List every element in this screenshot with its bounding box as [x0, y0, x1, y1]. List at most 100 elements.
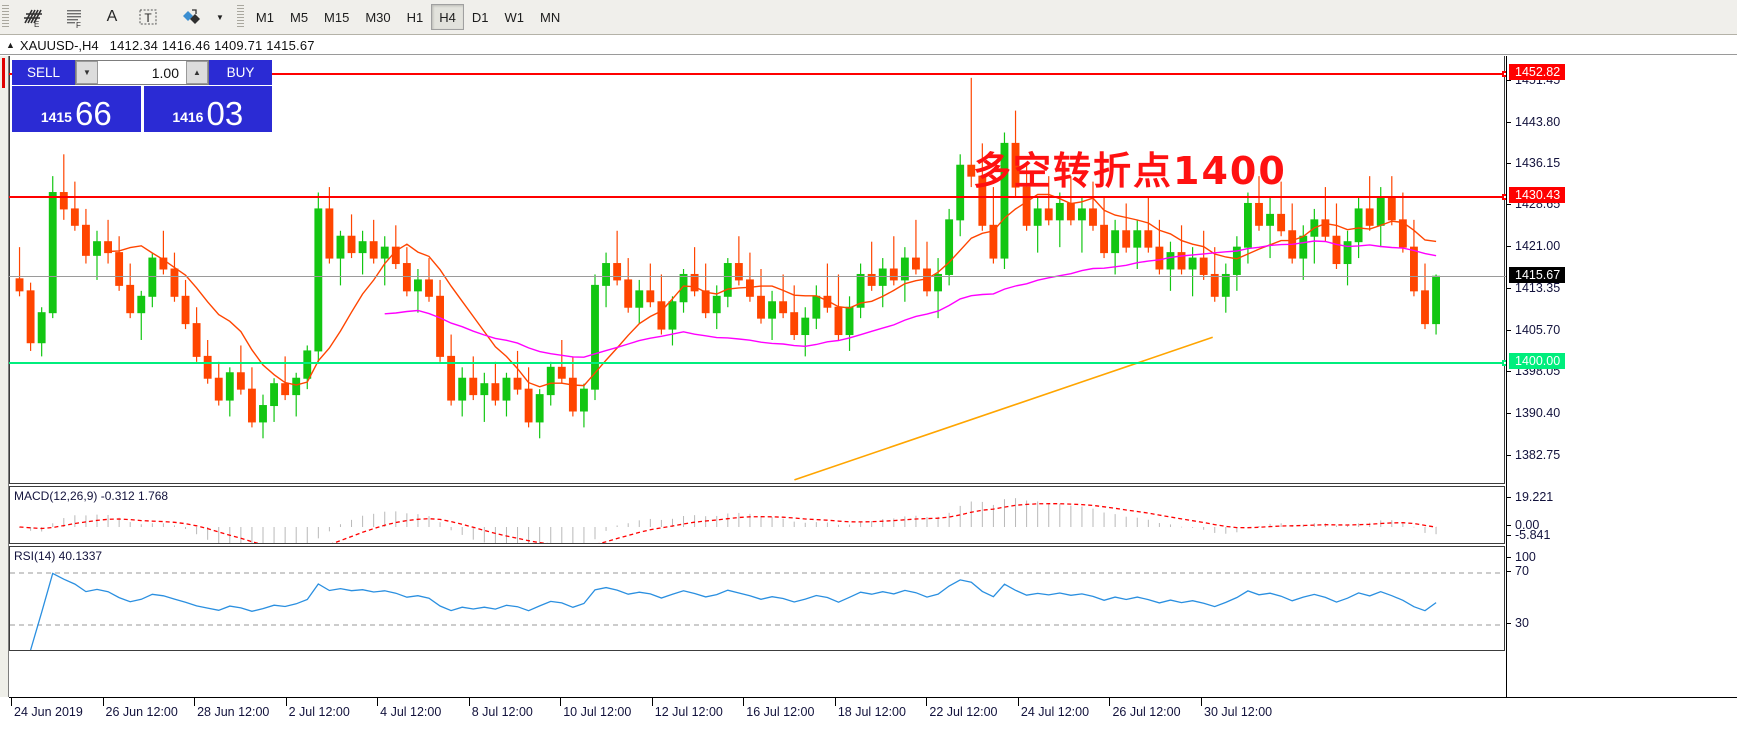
time-axis[interactable]: 24 Jun 2019 26 Jun 12:00 28 Jun 12:00 2 Jul…: [9, 697, 1737, 753]
svg-text:E: E: [34, 20, 39, 29]
price-tick: 1436.15: [1507, 156, 1560, 170]
time-axis-separator: [468, 698, 470, 706]
time-axis-label: 10 Jul 12:00: [563, 705, 632, 719]
time-axis-separator: [560, 698, 562, 706]
timeframe-m1[interactable]: M1: [255, 9, 274, 25]
symbol-info-bar: ▲ XAUUSD-,H4 1412.34 1416.46 1409.71 141…: [0, 36, 1737, 55]
chart-left-rail: [0, 56, 9, 697]
price-chart-svg: [15, 77, 1440, 481]
price-tick: 1413.35: [1507, 281, 1560, 295]
macd-chart-svg: [19, 498, 1437, 543]
rsi-caption: RSI(14) 40.1337: [14, 549, 103, 563]
timeframe-m30[interactable]: M30: [365, 9, 391, 25]
ma-magenta-line: [384, 240, 1437, 358]
rsi-tick: 70: [1507, 564, 1529, 578]
timeframe-mn[interactable]: MN: [540, 9, 561, 25]
ma-orange-line: [794, 336, 1213, 481]
price-tick: 1421.00: [1507, 239, 1560, 253]
buy-price-decimal: 03: [206, 95, 244, 132]
time-axis-label: 4 Jul 12:00: [380, 705, 442, 719]
time-axis-separator: [11, 698, 12, 706]
timeframe-m5[interactable]: M5: [289, 9, 309, 25]
macd-tick: 0.00: [1507, 518, 1539, 532]
time-axis-separator: [102, 698, 104, 706]
macd-tick: 19.221: [1507, 490, 1553, 504]
main-toolbar: E F A T ▼ M1 M5 M15 M30: [0, 0, 1737, 35]
time-axis-label: 26 Jul 12:00: [1112, 705, 1181, 719]
macd-pane[interactable]: MACD(12,26,9) -0.312 1.768: [9, 486, 1505, 544]
chart-annotation-text[interactable]: 多空转折点1400: [973, 149, 1287, 193]
time-axis-separator: [1017, 698, 1019, 706]
trade-controls-row: SELL ▼ 1.00 ▲ BUY: [12, 60, 272, 85]
price-tag-resistance-low: 1430.43: [1509, 186, 1566, 203]
timeframe-h4[interactable]: H4: [431, 4, 464, 30]
time-axis-label: 16 Jul 12:00: [746, 705, 815, 719]
ma-red-line: [108, 193, 1437, 388]
price-tick: 1443.80: [1507, 115, 1560, 129]
time-axis-separator: [377, 698, 379, 706]
sell-button[interactable]: SELL: [12, 60, 75, 85]
text-box-t-icon[interactable]: T: [127, 4, 169, 30]
volume-increase-icon[interactable]: ▲: [186, 61, 208, 84]
timeframe-w1[interactable]: W1: [504, 9, 525, 25]
timeframe-h1[interactable]: H1: [406, 9, 424, 25]
timeframe-m15[interactable]: M15: [324, 9, 350, 25]
svg-text:T: T: [144, 11, 152, 25]
price-tag-current: 1415.67: [1509, 267, 1566, 284]
collapse-triangle-icon[interactable]: ▲: [6, 40, 15, 50]
timeframe-d1[interactable]: D1: [471, 9, 489, 25]
time-axis-label: 2 Jul 12:00: [288, 705, 350, 719]
rsi-tick: 30: [1507, 616, 1529, 630]
sell-price-decimal: 66: [74, 95, 112, 132]
time-axis-label: 28 Jun 12:00: [197, 705, 270, 719]
time-axis-separator: [1201, 698, 1202, 706]
price-tick: 1390.40: [1507, 406, 1560, 420]
price-axis[interactable]: 1451.45 1443.80 1436.15 1428.65 1421.00 …: [1506, 56, 1737, 697]
text-label-a-icon[interactable]: A: [106, 8, 118, 25]
chart-window: MACD(12,26,9) -0.312 1.768 RSI(14) 40.13…: [0, 56, 1737, 753]
time-axis-separator: [926, 698, 928, 706]
time-axis-separator: [743, 698, 745, 706]
time-axis-label: 8 Jul 12:00: [471, 705, 533, 719]
symbol-name: XAUUSD-,H4: [19, 37, 99, 53]
volume-decrease-icon[interactable]: ▼: [76, 61, 98, 84]
buy-price-integer: 1416: [172, 109, 204, 125]
macd-tick: -5.841: [1507, 528, 1550, 542]
grid-template-f-icon[interactable]: F: [55, 4, 97, 30]
buy-price-box[interactable]: 1416 03: [143, 86, 272, 132]
toolbar-grip[interactable]: [2, 5, 9, 29]
timeframe-toolbar-grip[interactable]: [236, 5, 244, 29]
time-axis-separator: [285, 698, 287, 706]
time-axis-separator: [651, 698, 653, 706]
price-tag-support: 1400.00: [1509, 352, 1566, 369]
one-click-trading-panel: SELL ▼ 1.00 ▲ BUY 1415 66 1416 03: [12, 60, 272, 132]
buy-button[interactable]: BUY: [209, 60, 272, 85]
trade-prices-row: 1415 66 1416 03: [12, 86, 272, 132]
symbol-ohlc: 1412.34 1416.46 1409.71 1415.67: [109, 37, 315, 53]
time-axis-separator: [1109, 698, 1111, 706]
rsi-chart-svg: [10, 572, 1504, 650]
macd-histogram: [19, 498, 1437, 543]
time-axis-label: 22 Jul 12:00: [929, 705, 998, 719]
objects-shapes-icon[interactable]: [169, 4, 211, 30]
volume-value[interactable]: 1.00: [151, 64, 179, 81]
svg-text:F: F: [76, 21, 81, 29]
time-axis-separator: [834, 698, 836, 706]
time-axis-label: 12 Jul 12:00: [654, 705, 723, 719]
price-tick: 1382.75: [1507, 448, 1560, 462]
crosshair-template-e-icon[interactable]: E: [13, 4, 55, 30]
rsi-line: [29, 572, 1437, 650]
time-axis-label: 30 Jul 12:00: [1204, 705, 1273, 719]
rsi-pane[interactable]: RSI(14) 40.1337: [9, 546, 1505, 651]
macd-caption: MACD(12,26,9) -0.312 1.768: [14, 489, 169, 503]
volume-input[interactable]: ▼ 1.00 ▲: [75, 60, 209, 85]
objects-dropdown-icon[interactable]: ▼: [216, 12, 224, 22]
time-axis-label: 18 Jul 12:00: [837, 705, 906, 719]
price-tick: 1405.70: [1507, 323, 1560, 337]
sell-price-box[interactable]: 1415 66: [12, 86, 141, 132]
time-axis-label: 26 Jun 12:00: [105, 705, 178, 719]
price-tag-resistance-high: 1452.82: [1509, 64, 1566, 81]
time-axis-label: 24 Jun 2019: [14, 705, 83, 719]
rsi-tick: 100: [1507, 550, 1536, 564]
position-marker: [2, 58, 5, 88]
